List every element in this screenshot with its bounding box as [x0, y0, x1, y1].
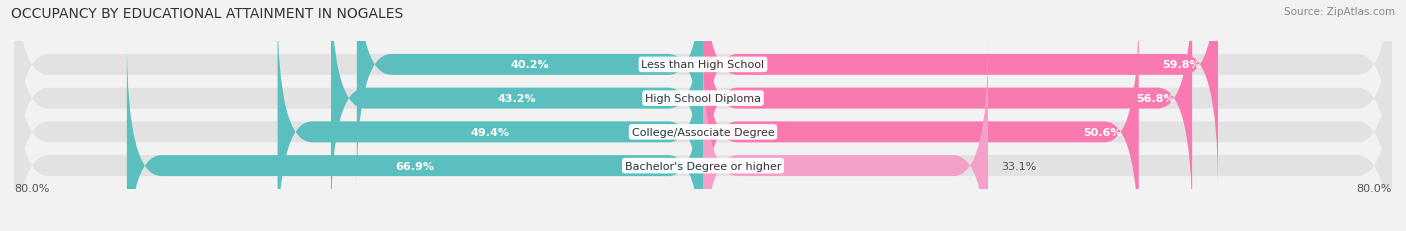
- Text: Less than High School: Less than High School: [641, 60, 765, 70]
- FancyBboxPatch shape: [14, 8, 1392, 231]
- Text: 43.2%: 43.2%: [498, 94, 536, 104]
- Text: 49.4%: 49.4%: [471, 127, 510, 137]
- FancyBboxPatch shape: [703, 42, 988, 231]
- FancyBboxPatch shape: [14, 42, 1392, 231]
- FancyBboxPatch shape: [330, 0, 703, 223]
- FancyBboxPatch shape: [127, 42, 703, 231]
- FancyBboxPatch shape: [703, 0, 1192, 223]
- Text: 80.0%: 80.0%: [14, 183, 49, 193]
- Text: 40.2%: 40.2%: [510, 60, 550, 70]
- Text: Source: ZipAtlas.com: Source: ZipAtlas.com: [1284, 7, 1395, 17]
- Text: 66.9%: 66.9%: [395, 161, 434, 171]
- FancyBboxPatch shape: [277, 8, 703, 231]
- Text: 50.6%: 50.6%: [1083, 127, 1122, 137]
- FancyBboxPatch shape: [14, 0, 1392, 223]
- Text: 59.8%: 59.8%: [1163, 60, 1201, 70]
- Text: OCCUPANCY BY EDUCATIONAL ATTAINMENT IN NOGALES: OCCUPANCY BY EDUCATIONAL ATTAINMENT IN N…: [11, 7, 404, 21]
- FancyBboxPatch shape: [14, 0, 1392, 189]
- FancyBboxPatch shape: [703, 8, 1139, 231]
- Text: College/Associate Degree: College/Associate Degree: [631, 127, 775, 137]
- Text: 33.1%: 33.1%: [1001, 161, 1036, 171]
- Text: Bachelor's Degree or higher: Bachelor's Degree or higher: [624, 161, 782, 171]
- Text: 80.0%: 80.0%: [1357, 183, 1392, 193]
- FancyBboxPatch shape: [703, 0, 1218, 189]
- Text: 56.8%: 56.8%: [1136, 94, 1175, 104]
- Text: High School Diploma: High School Diploma: [645, 94, 761, 104]
- FancyBboxPatch shape: [357, 0, 703, 189]
